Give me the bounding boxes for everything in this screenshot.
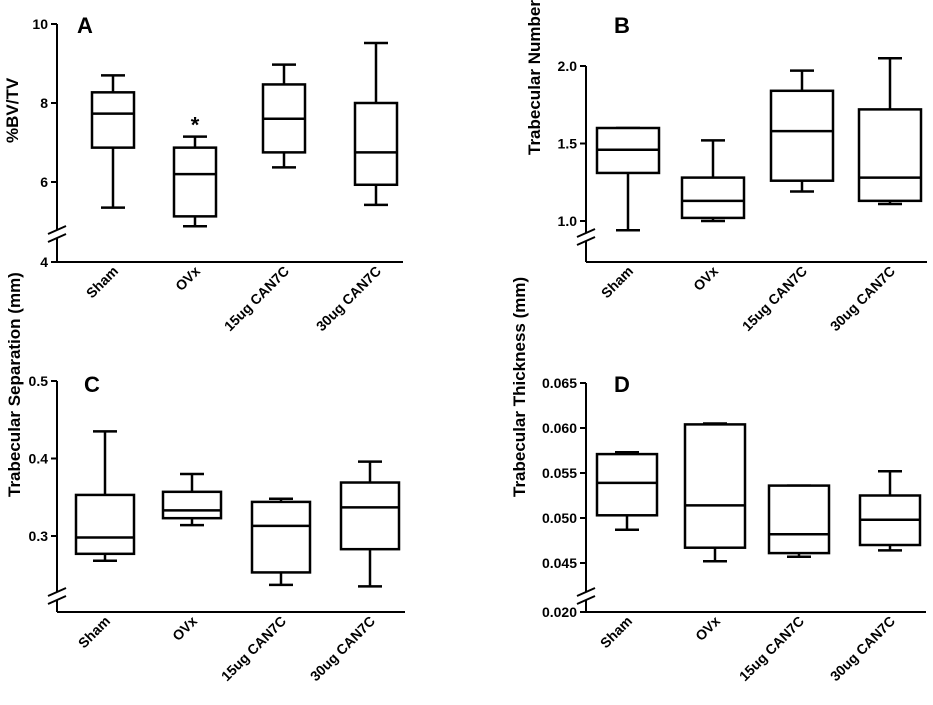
category-label: OVx (692, 613, 723, 644)
category-label: 15ug CAN7C (736, 613, 807, 684)
y-tick-label: 1.5 (558, 136, 578, 152)
box-30ug-can7c (353, 41, 399, 207)
box-iqr (595, 452, 659, 517)
box-iqr (74, 493, 136, 556)
category-label: OVx (690, 263, 721, 294)
panel-A: 6 8 10 4 %BV/TV A Sham OVx 15ug CAN7C 30ug CAN7C * (3, 13, 403, 334)
significance-annotation: * (191, 113, 200, 138)
category-label: 15ug CAN7C (221, 263, 292, 334)
y-tick-label: 0.050 (542, 510, 577, 526)
category-label: 15ug CAN7C (739, 263, 810, 334)
y-tick-label: 10 (32, 16, 48, 32)
category-label: OVx (169, 613, 200, 644)
y-axis-title: Trabecular Number (1/mm) (525, 0, 544, 155)
axis-break-mark (576, 228, 596, 238)
panel-label: C (84, 372, 100, 397)
axis-break-mark (47, 225, 67, 235)
panel-label: B (614, 13, 630, 38)
box-iqr (680, 176, 746, 220)
box-ovx (161, 472, 223, 527)
y-tick-label: 0.065 (542, 375, 577, 391)
y-tick-label: 6 (40, 174, 48, 190)
box-30ug-can7c (857, 57, 923, 206)
category-label: 30ug CAN7C (827, 263, 898, 334)
panel-label: A (77, 13, 93, 38)
y-tick-label-break: 0.020 (542, 604, 577, 620)
y-tick-label: 8 (40, 95, 48, 111)
y-axis-title: %BV/TV (3, 77, 22, 143)
panel-D: 0.045 0.050 0.055 0.060 0.065 0.020 Trabecular… (510, 277, 926, 684)
category-label: 15ug CAN7C (218, 613, 289, 684)
category-label: Sham (597, 613, 635, 651)
box-ovx (172, 135, 218, 228)
y-tick-label: 0.060 (542, 420, 577, 436)
box-sham (90, 74, 136, 209)
box-15ug-can7c (250, 497, 312, 587)
panel-B: 1.0 1.5 2.0 Trabecular Number (1/mm) B Sham OV… (525, 0, 927, 334)
box-ovx (683, 422, 747, 563)
box-iqr (161, 490, 223, 520)
box-15ug-can7c (769, 69, 835, 193)
y-tick-label: 0.055 (542, 465, 577, 481)
y-axis-title: Trabecular Separation (mm) (5, 272, 24, 497)
y-axis-title: Trabecular Thickness (mm) (510, 277, 529, 497)
y-tick-label: 0.4 (29, 451, 49, 467)
axis-break-mark (47, 587, 67, 597)
y-tick-label-break: 4 (40, 254, 48, 270)
box-iqr (250, 500, 312, 574)
box-iqr (339, 481, 401, 551)
axis-break-mark (576, 587, 596, 597)
box-sham (595, 451, 659, 531)
category-label: Sham (75, 613, 113, 651)
box-sham (74, 430, 136, 563)
category-label: Sham (83, 263, 121, 301)
box-ovx (680, 139, 746, 223)
y-tick-label: 0.3 (29, 528, 49, 544)
category-label: OVx (172, 263, 203, 294)
category-label: Sham (598, 263, 636, 301)
category-label: 30ug CAN7C (313, 263, 384, 334)
box-iqr (353, 101, 399, 187)
category-label: 30ug CAN7C (827, 613, 898, 684)
panel-label: D (614, 372, 630, 397)
box-30ug-can7c (858, 469, 922, 552)
y-tick-label: 2.0 (558, 58, 578, 74)
y-tick-label: 0.5 (29, 373, 49, 389)
box-iqr (90, 91, 136, 149)
box-iqr (683, 423, 747, 549)
box-iqr (767, 484, 831, 555)
box-sham (595, 126, 661, 232)
box-iqr (769, 89, 835, 182)
box-30ug-can7c (339, 460, 401, 588)
box-iqr (857, 108, 923, 203)
panel-C: 0.3 0.4 0.5 Trabecular Separation (mm) C Sham… (5, 272, 405, 684)
box-15ug-can7c (767, 484, 831, 558)
y-tick-label: 0.045 (542, 555, 577, 571)
category-label: 30ug CAN7C (307, 613, 378, 684)
y-tick-label: 1.0 (558, 213, 578, 229)
box-15ug-can7c (261, 63, 307, 169)
box-iqr (172, 146, 218, 218)
